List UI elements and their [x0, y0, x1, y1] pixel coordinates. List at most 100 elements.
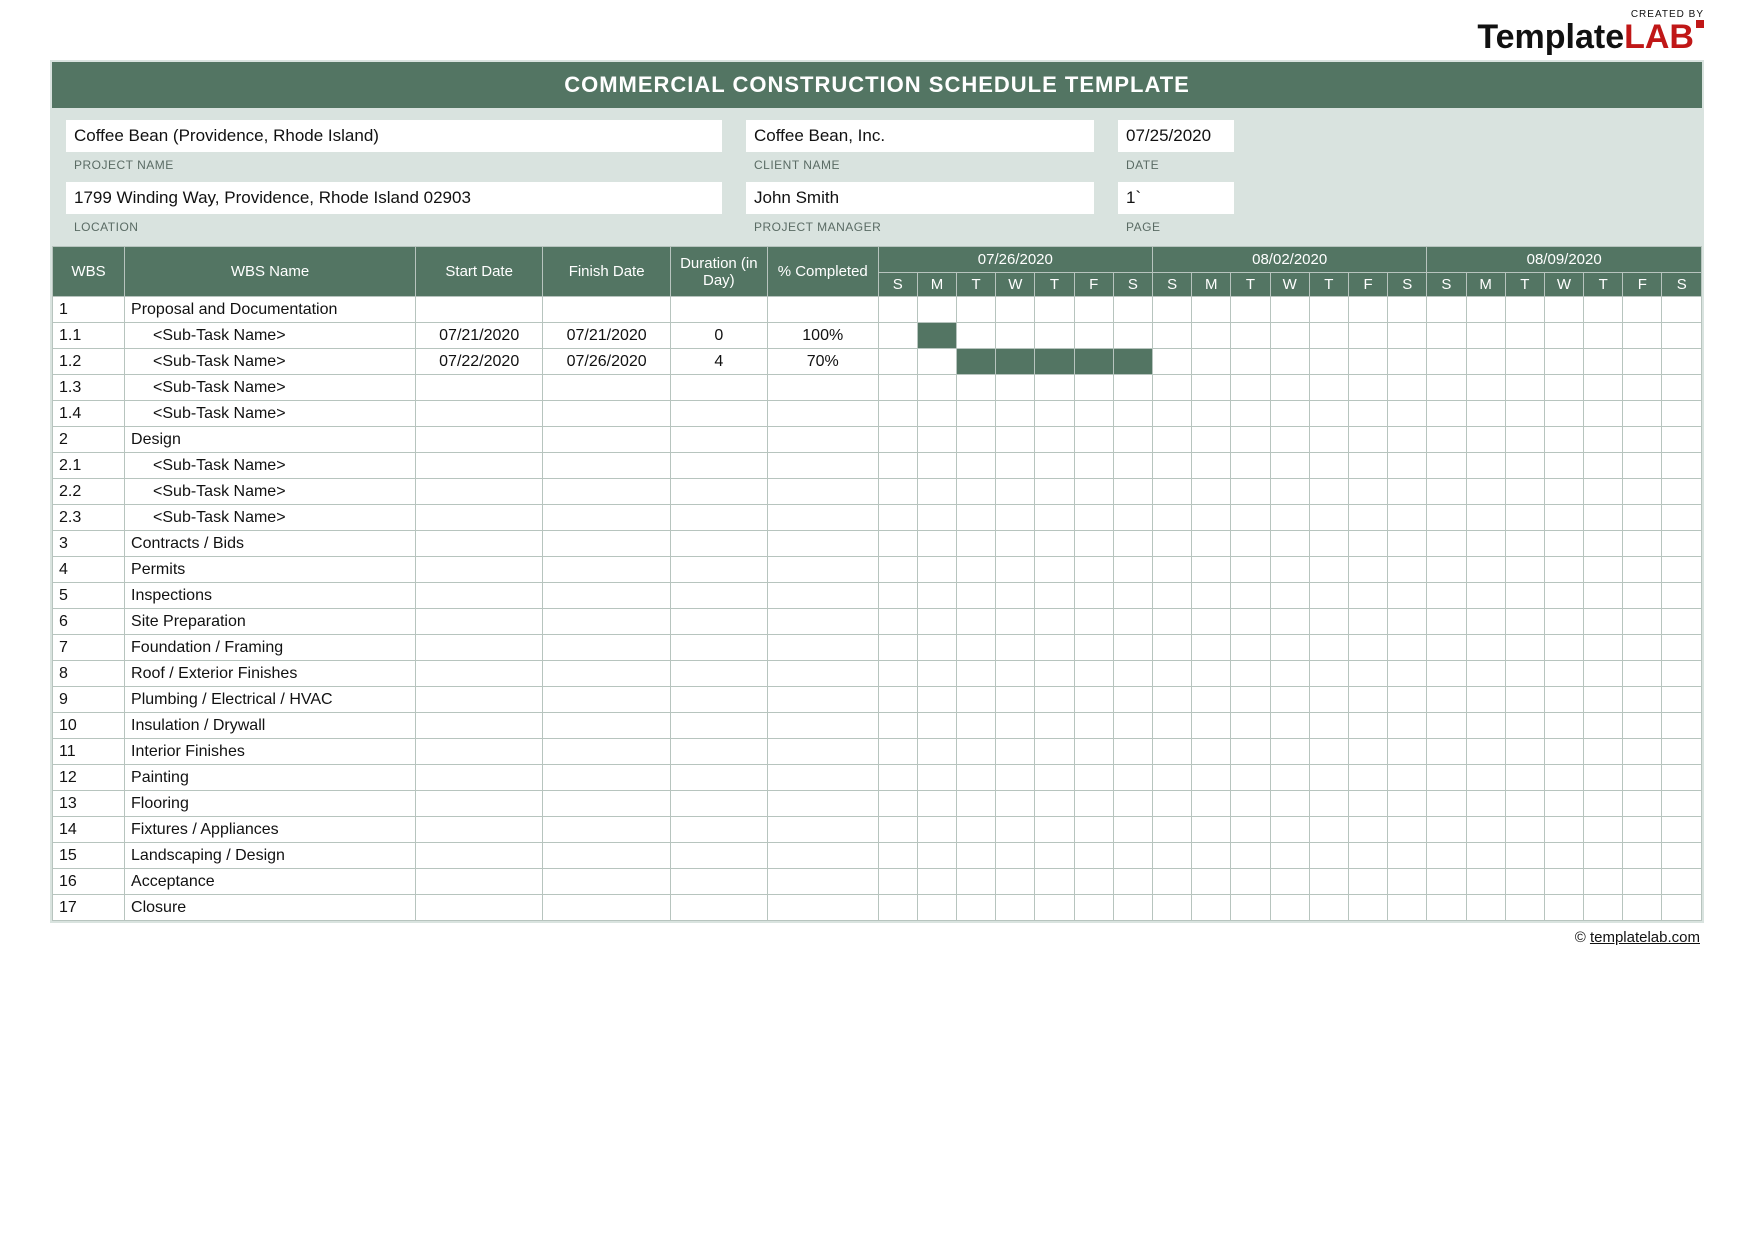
- gantt-cell[interactable]: [1505, 895, 1544, 921]
- gantt-cell[interactable]: [1427, 765, 1466, 791]
- cell-duration[interactable]: [670, 453, 767, 479]
- gantt-cell[interactable]: [1309, 323, 1348, 349]
- gantt-cell[interactable]: [1544, 349, 1583, 375]
- gantt-cell[interactable]: [1623, 843, 1662, 869]
- cell-finish[interactable]: 07/26/2020: [543, 349, 670, 375]
- gantt-cell[interactable]: [1623, 765, 1662, 791]
- gantt-cell[interactable]: [1544, 687, 1583, 713]
- gantt-cell[interactable]: [1113, 765, 1152, 791]
- gantt-cell[interactable]: [1544, 583, 1583, 609]
- gantt-cell[interactable]: [1309, 791, 1348, 817]
- cell-name[interactable]: Proposal and Documentation: [125, 297, 416, 323]
- gantt-cell[interactable]: [1466, 401, 1505, 427]
- gantt-cell[interactable]: [1074, 401, 1113, 427]
- gantt-cell[interactable]: [1192, 453, 1231, 479]
- cell-finish[interactable]: [543, 817, 670, 843]
- gantt-cell[interactable]: [1388, 479, 1427, 505]
- cell-name[interactable]: Interior Finishes: [125, 739, 416, 765]
- cell-wbs[interactable]: 10: [53, 713, 125, 739]
- cell-duration[interactable]: [670, 531, 767, 557]
- gantt-cell[interactable]: [1035, 661, 1074, 687]
- gantt-cell[interactable]: [1309, 687, 1348, 713]
- gantt-cell[interactable]: [1505, 635, 1544, 661]
- gantt-cell[interactable]: [1035, 869, 1074, 895]
- cell-finish[interactable]: [543, 557, 670, 583]
- cell-finish[interactable]: [543, 401, 670, 427]
- gantt-cell[interactable]: [1662, 349, 1702, 375]
- gantt-cell[interactable]: [1074, 869, 1113, 895]
- gantt-cell[interactable]: [1231, 453, 1270, 479]
- gantt-cell[interactable]: [1388, 427, 1427, 453]
- gantt-cell[interactable]: [1466, 895, 1505, 921]
- gantt-cell[interactable]: [878, 453, 917, 479]
- gantt-cell[interactable]: [1153, 557, 1192, 583]
- cell-finish[interactable]: 07/21/2020: [543, 323, 670, 349]
- cell-duration[interactable]: [670, 895, 767, 921]
- gantt-cell[interactable]: [1270, 349, 1309, 375]
- gantt-cell[interactable]: [1505, 817, 1544, 843]
- gantt-cell[interactable]: [1192, 297, 1231, 323]
- gantt-cell[interactable]: [1348, 349, 1387, 375]
- cell-pct[interactable]: 100%: [767, 323, 878, 349]
- gantt-cell[interactable]: [1544, 765, 1583, 791]
- gantt-cell[interactable]: [1584, 713, 1623, 739]
- gantt-cell[interactable]: [1309, 297, 1348, 323]
- gantt-cell[interactable]: [1153, 531, 1192, 557]
- gantt-cell[interactable]: [1388, 323, 1427, 349]
- cell-start[interactable]: [415, 635, 542, 661]
- gantt-cell[interactable]: [1074, 765, 1113, 791]
- gantt-cell[interactable]: [1231, 557, 1270, 583]
- cell-duration[interactable]: [670, 375, 767, 401]
- gantt-cell[interactable]: [1035, 739, 1074, 765]
- cell-pct[interactable]: [767, 869, 878, 895]
- gantt-cell[interactable]: [917, 895, 956, 921]
- cell-start[interactable]: 07/21/2020: [415, 323, 542, 349]
- cell-start[interactable]: [415, 557, 542, 583]
- gantt-cell[interactable]: [1348, 739, 1387, 765]
- gantt-cell[interactable]: [1662, 765, 1702, 791]
- gantt-cell[interactable]: [996, 817, 1035, 843]
- cell-name[interactable]: <Sub-Task Name>: [125, 401, 416, 427]
- cell-name[interactable]: Flooring: [125, 791, 416, 817]
- cell-name[interactable]: Site Preparation: [125, 609, 416, 635]
- cell-start[interactable]: [415, 765, 542, 791]
- cell-pct[interactable]: [767, 687, 878, 713]
- gantt-cell[interactable]: [1035, 583, 1074, 609]
- gantt-cell[interactable]: [917, 713, 956, 739]
- cell-wbs[interactable]: 1.3: [53, 375, 125, 401]
- gantt-cell[interactable]: [1074, 843, 1113, 869]
- gantt-cell[interactable]: [1584, 739, 1623, 765]
- gantt-cell[interactable]: [1427, 687, 1466, 713]
- cell-wbs[interactable]: 2.2: [53, 479, 125, 505]
- gantt-cell[interactable]: [1427, 375, 1466, 401]
- gantt-cell[interactable]: [1505, 479, 1544, 505]
- gantt-cell[interactable]: [957, 505, 996, 531]
- gantt-cell[interactable]: [1113, 895, 1152, 921]
- cell-name[interactable]: <Sub-Task Name>: [125, 375, 416, 401]
- gantt-cell[interactable]: [1662, 323, 1702, 349]
- gantt-cell[interactable]: [957, 349, 996, 375]
- cell-duration[interactable]: [670, 687, 767, 713]
- gantt-cell[interactable]: [1623, 557, 1662, 583]
- gantt-cell[interactable]: [1192, 479, 1231, 505]
- gantt-cell[interactable]: [1427, 895, 1466, 921]
- gantt-cell[interactable]: [1074, 297, 1113, 323]
- gantt-cell[interactable]: [1662, 895, 1702, 921]
- gantt-cell[interactable]: [1309, 713, 1348, 739]
- gantt-cell[interactable]: [917, 817, 956, 843]
- gantt-cell[interactable]: [1231, 349, 1270, 375]
- gantt-cell[interactable]: [1270, 297, 1309, 323]
- gantt-cell[interactable]: [1231, 687, 1270, 713]
- cell-start[interactable]: [415, 895, 542, 921]
- gantt-cell[interactable]: [1584, 791, 1623, 817]
- gantt-cell[interactable]: [878, 609, 917, 635]
- gantt-cell[interactable]: [1505, 609, 1544, 635]
- gantt-cell[interactable]: [1623, 817, 1662, 843]
- gantt-cell[interactable]: [1505, 401, 1544, 427]
- gantt-cell[interactable]: [1113, 687, 1152, 713]
- gantt-cell[interactable]: [1309, 557, 1348, 583]
- gantt-cell[interactable]: [1427, 297, 1466, 323]
- gantt-cell[interactable]: [996, 869, 1035, 895]
- gantt-cell[interactable]: [996, 661, 1035, 687]
- gantt-cell[interactable]: [957, 791, 996, 817]
